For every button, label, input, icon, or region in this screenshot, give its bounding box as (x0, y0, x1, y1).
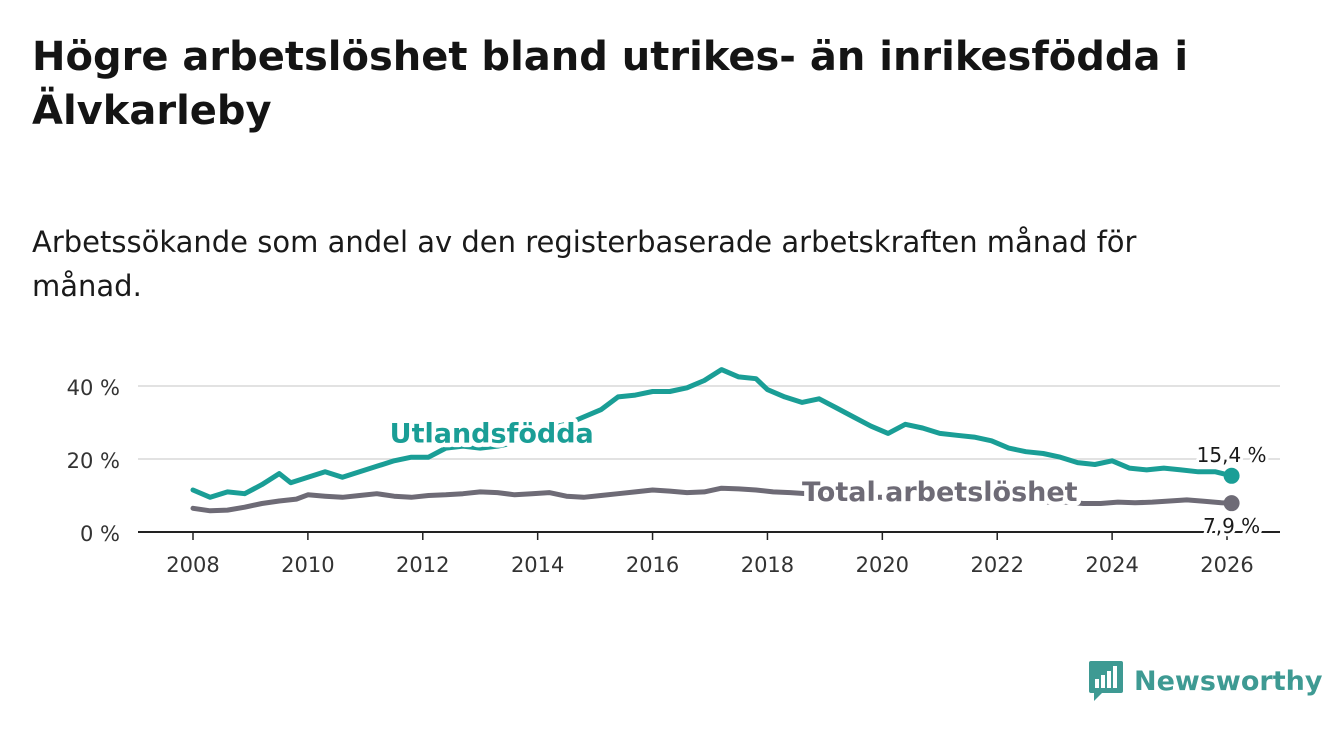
x-tick-label: 2026 (1200, 553, 1253, 577)
end-value-label-halo: 15,4 % (1197, 443, 1267, 467)
x-tick-label: 2012 (396, 553, 449, 577)
gridlines (138, 385, 1280, 533)
x-tick-label: 2016 (626, 553, 679, 577)
x-tick-label: 2010 (281, 553, 334, 577)
series-line-total (190, 485, 1235, 514)
series-layer (190, 367, 1240, 514)
x-tick-label: 2020 (856, 553, 909, 577)
series-label: Total arbetslöshet (802, 477, 1078, 508)
series-label: Utlandsfödda (390, 419, 594, 450)
y-axis: 0 % 20 % 40 % (67, 376, 120, 546)
end-value-label: 15,4 % (1197, 443, 1267, 467)
x-tick-label: 2014 (511, 553, 564, 577)
y-tick-label: 0 % (80, 522, 120, 546)
x-tick-label: 2008 (166, 553, 219, 577)
x-tick-label: 2024 (1085, 553, 1138, 577)
series-line-utlandsfodda (190, 367, 1235, 500)
chart-title: Högre arbetslöshet bland utrikes- än inr… (32, 34, 1189, 134)
newsworthy-logo: Newsworthy (1088, 660, 1322, 702)
y-tick-label: 20 % (67, 449, 120, 473)
y-tick-label: 40 % (67, 376, 120, 400)
brand-name: Newsworthy (1134, 665, 1323, 697)
series-endpoint-utlandsfodda (1223, 467, 1240, 484)
chart-subtitle: Arbetssökande som andel av den registerb… (32, 225, 1137, 303)
series-label-halo: Utlandsfödda (390, 419, 594, 450)
x-tick-label: 2022 (970, 553, 1023, 577)
series-endpoint-total (1223, 495, 1240, 512)
x-axis: 2008 2010 2012 2014 2016 2018 2020 2022 2024 2026 (166, 532, 1254, 577)
end-value-label-halo: 7,9 % (1203, 514, 1260, 538)
newsworthy-logo-icon (1089, 661, 1123, 701)
x-tick-label: 2018 (741, 553, 794, 577)
series-label-halo: Total arbetslöshet (802, 477, 1078, 508)
end-value-label: 7,9 % (1203, 514, 1260, 538)
